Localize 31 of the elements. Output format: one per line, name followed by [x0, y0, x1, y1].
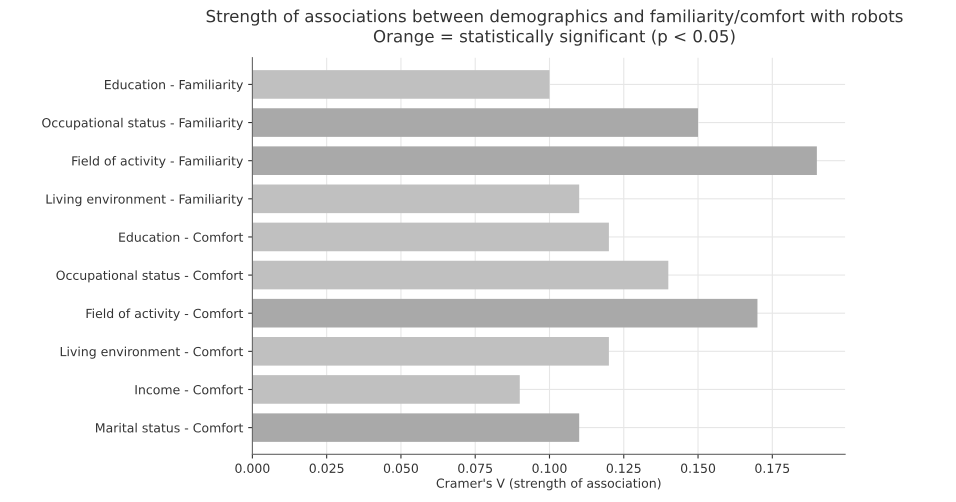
x-tick-label: 0.125 [606, 464, 641, 474]
bar [252, 337, 609, 366]
x-tick-label: 0.075 [458, 464, 492, 474]
y-tick-label: Field of activity - Familiarity [72, 156, 243, 168]
y-tick-label: Marital status - Comfort [96, 422, 244, 433]
y-tick-label: Living environment - Familiarity [46, 194, 243, 206]
bar [252, 184, 580, 214]
y-tick-label: Occupational status - Comfort [56, 270, 244, 282]
bar [252, 70, 550, 99]
bar [252, 222, 609, 252]
bar [252, 146, 817, 175]
bar [252, 298, 758, 328]
x-tick-label: 0.100 [532, 464, 567, 474]
x-tick-label: 0.000 [235, 464, 270, 474]
bar [252, 260, 668, 290]
y-tick-label: Education - Familiarity [105, 80, 243, 92]
x-tick-label: 0.150 [680, 464, 716, 474]
y-tick-label: Education - Comfort [119, 232, 244, 242]
x-tick-label: 0.050 [384, 464, 418, 474]
y-tick-label: Field of activity - Comfort [86, 308, 244, 321]
x-tick-label: 0.175 [755, 464, 790, 474]
chart-subtitle: Orange = statistically significant (p < 0.05) [374, 30, 735, 46]
x-tick-label: 0.025 [310, 464, 344, 474]
bar [252, 413, 580, 442]
y-tick-label: Occupational status - Familiarity [42, 118, 243, 130]
chart-title: Strength of associations between demographics and familiarity/comfort with robots [206, 10, 903, 26]
y-tick-label: Living environment - Comfort [60, 346, 244, 359]
bar [252, 108, 698, 137]
x-axis-title: Cramer's V (strength of association) [436, 478, 660, 490]
y-tick-label: Income - Comfort [135, 384, 244, 394]
bar [252, 375, 520, 404]
